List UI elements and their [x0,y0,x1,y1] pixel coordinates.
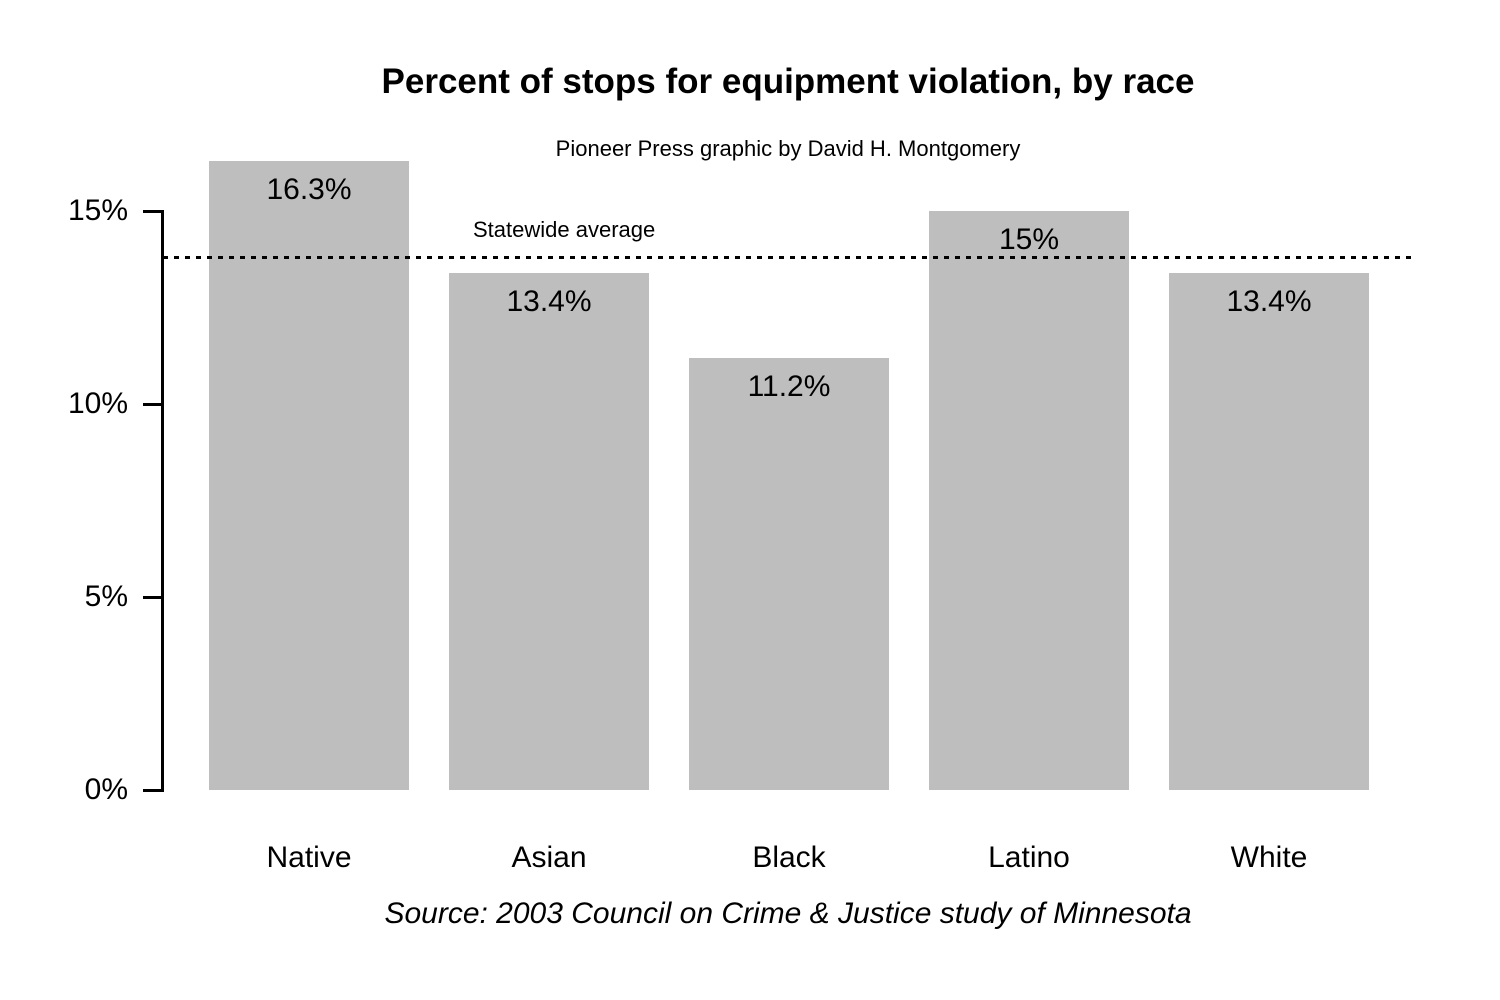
x-category-label: White [1230,841,1308,874]
y-axis-tick [143,209,164,213]
bar-value-label: 11.2% [747,369,831,403]
bar-asian: 13.4% [449,272,649,790]
bar-value-label: 16.3% [266,172,352,206]
y-axis-line [161,211,164,791]
x-category-label: Latino [988,841,1070,874]
chart-subtitle: Pioneer Press graphic by David H. Montgo… [555,136,1021,161]
bar-value-label: 13.4% [1226,284,1312,318]
bar-value-label: 15% [998,223,1060,256]
statewide-average-label: Statewide average [473,217,656,242]
statewide-average-reference-line [163,255,1413,259]
bar-value-label: 13.4% [506,284,592,318]
bar-native: 16.3% [209,160,409,790]
x-category-label: Asian [511,841,587,874]
y-axis-tick-label: 5% [84,580,128,613]
bar-white: 13.4% [1169,272,1369,790]
y-axis-tick-label: 15% [67,194,128,227]
chart-title: Percent of stops for equipment violation… [381,62,1195,101]
x-category-label: Black [752,841,826,874]
y-axis-tick-label: 0% [84,773,128,806]
y-axis-tick [143,402,164,406]
source-caption: Source: 2003 Council on Crime & Justice … [384,897,1192,930]
x-category-label: Native [266,841,352,874]
y-axis-tick [143,788,164,792]
y-axis-tick [143,595,164,599]
bar-latino: 15% [929,211,1129,790]
y-axis-tick-label: 10% [67,387,128,420]
bar-black: 11.2% [689,357,889,790]
